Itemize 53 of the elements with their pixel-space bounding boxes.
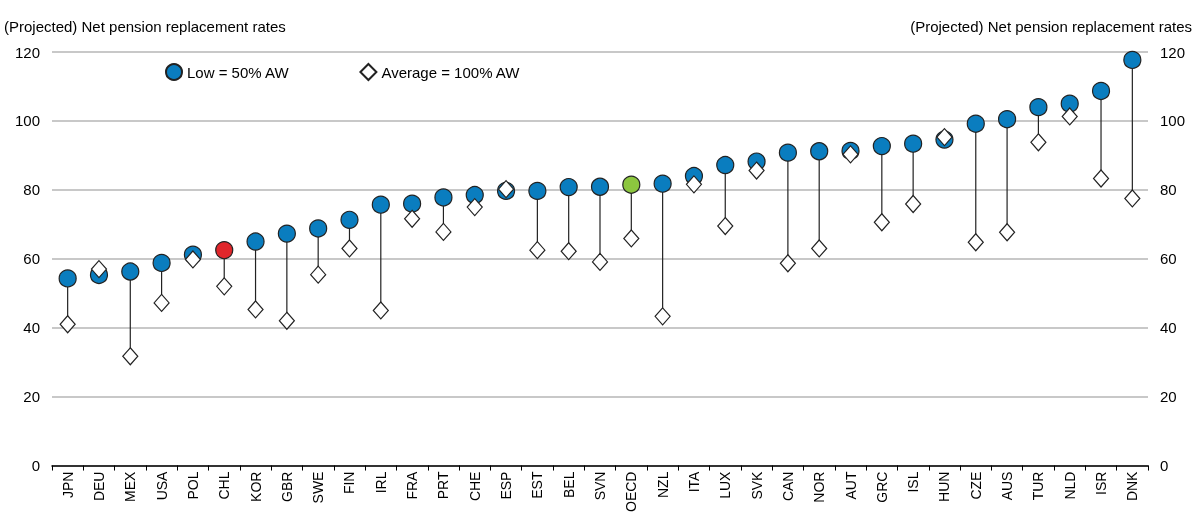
y-tick-label: 100 [14, 112, 40, 130]
x-tick-label: NZL [654, 471, 671, 498]
x-tick-label: DNK [1124, 470, 1141, 502]
x-tick-label: CAN [779, 471, 796, 502]
x-tick-label: SVN [592, 471, 608, 501]
x-tick-label: CZE [967, 471, 984, 500]
y2-tick-label: 100 [1160, 112, 1186, 130]
x-tick-label: GBR [278, 471, 295, 502]
x-tick-label: NOR [811, 471, 828, 503]
legend-label: Low = 50% AW [187, 63, 290, 81]
y-axis-title: (Projected) Net pension replacement rates [4, 18, 286, 35]
x-tick-label: JPN [59, 471, 76, 498]
x-tick-label: PRT [435, 471, 452, 500]
x-tick-label: NLD [1061, 471, 1078, 500]
y2-tick-label: 0 [1160, 457, 1169, 475]
x-tick-label: DEU [90, 471, 107, 502]
y2-tick-label: 60 [1160, 250, 1177, 268]
legend-label: Average = 100% AW [381, 63, 521, 81]
y2-tick-label: 20 [1160, 388, 1177, 406]
x-tick-label: ISL [905, 471, 922, 493]
x-tick-label: ESP [498, 471, 515, 500]
x-tick-label: FRA [404, 470, 421, 500]
y-tick-label: 40 [23, 319, 40, 337]
x-tick-label: AUT [842, 471, 859, 500]
y2-tick-label: 120 [1160, 43, 1186, 61]
y2-axis-title: (Projected) Net pension replacement rates [910, 18, 1192, 35]
y-tick-label: 20 [23, 388, 40, 406]
y2-tick-label: 80 [1160, 181, 1177, 199]
x-tick-label: SWE [310, 471, 327, 504]
y-tick-label: 0 [31, 457, 40, 475]
y-tick-label: 60 [23, 250, 40, 268]
x-tick-label: MEX [122, 470, 139, 502]
x-tick-label: KOR [247, 471, 264, 502]
x-tick-label: IRL [372, 471, 389, 494]
x-tick-label: TUR [1030, 471, 1047, 501]
x-tick-label: POL [184, 471, 201, 500]
y-tick-label: 80 [23, 181, 40, 199]
x-tick-label: OECD [623, 471, 640, 512]
x-tick-label: EST [529, 471, 546, 499]
x-tick-label: SVK [748, 470, 765, 500]
x-tick-label: GRC [873, 471, 890, 503]
x-tick-label: ITA [685, 470, 702, 493]
x-tick-label: ISR [1093, 471, 1110, 495]
x-tick-label: USA [153, 470, 170, 501]
x-tick-label: CHE [466, 471, 483, 502]
x-tick-label: BEL [560, 471, 577, 499]
x-tick-label: AUS [999, 471, 1016, 501]
x-tick-label: FIN [341, 471, 358, 495]
x-tick-label: HUN [936, 471, 953, 502]
y2-tick-label: 40 [1160, 319, 1177, 337]
x-tick-label: CHL [216, 471, 233, 500]
y-tick-label: 120 [14, 43, 40, 61]
x-tick-label: LUX [717, 470, 734, 499]
